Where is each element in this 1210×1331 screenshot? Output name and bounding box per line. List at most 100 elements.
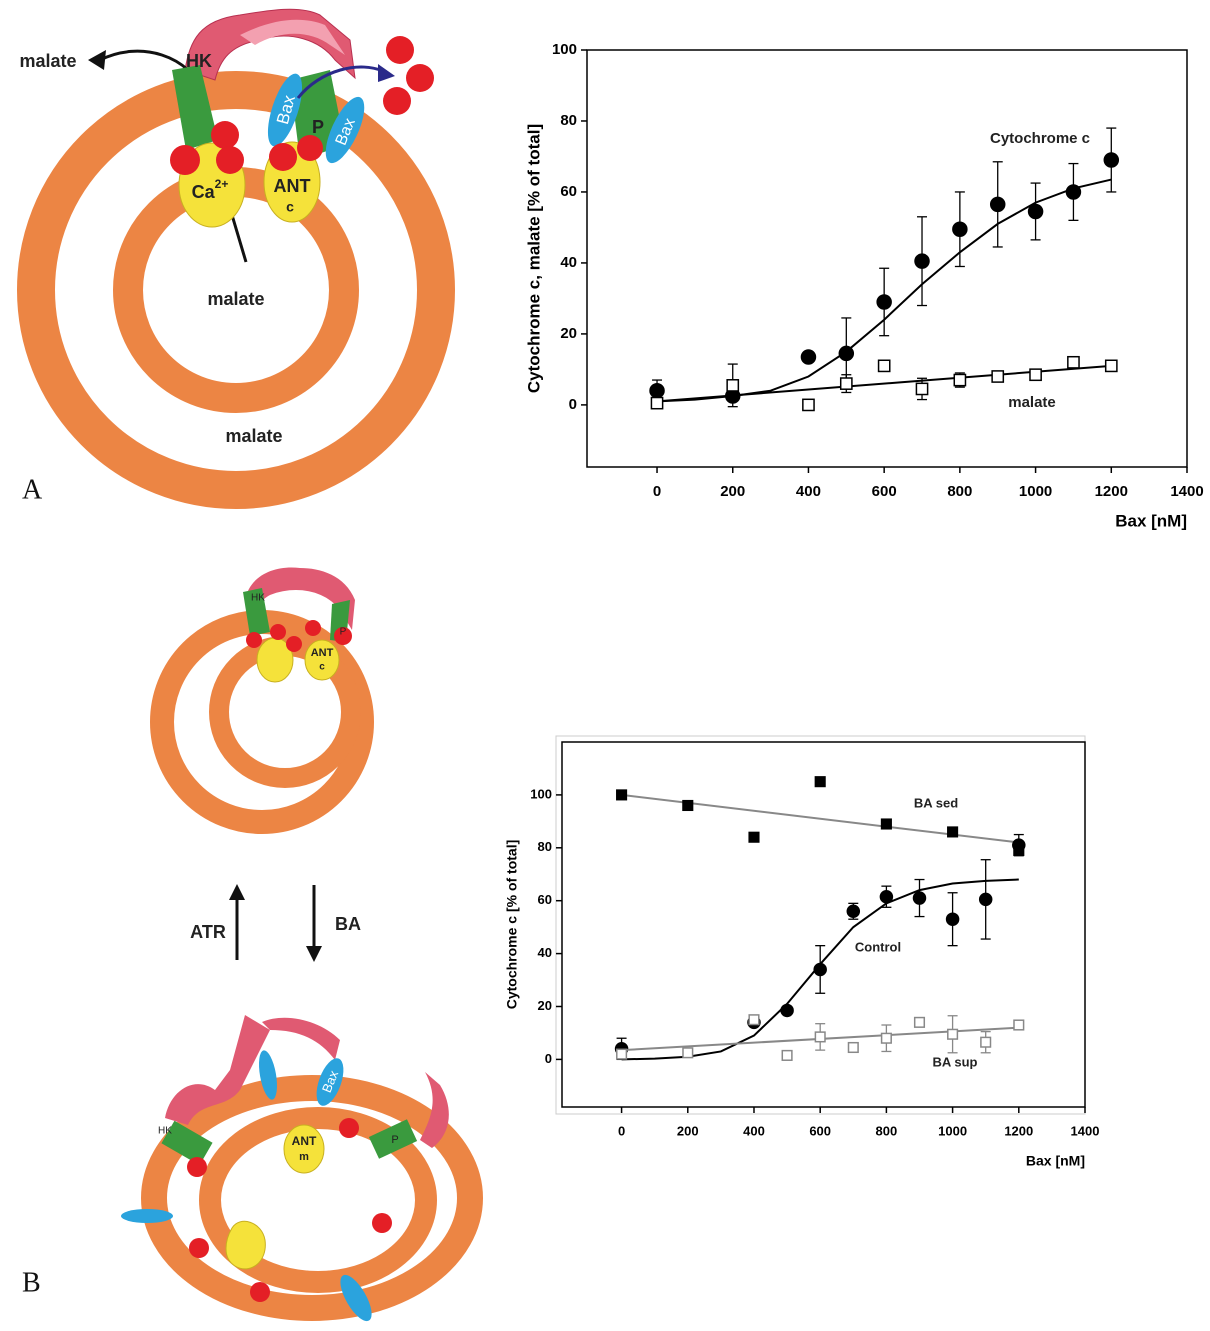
series-label: BA sup xyxy=(932,1054,977,1069)
point xyxy=(814,776,826,788)
pathway xyxy=(230,214,248,263)
label: HK xyxy=(186,51,212,71)
y-tick-label: 20 xyxy=(538,998,552,1013)
point xyxy=(953,373,967,387)
point xyxy=(880,1032,892,1044)
fit-line xyxy=(621,793,1019,844)
point xyxy=(980,1036,992,1048)
point xyxy=(879,889,894,904)
y-tick-label: 60 xyxy=(560,183,577,200)
series-label: Cytochrome c xyxy=(990,130,1090,147)
arrowhead xyxy=(306,946,322,962)
arrowhead xyxy=(88,50,106,70)
point xyxy=(1027,203,1044,220)
point xyxy=(682,1047,694,1059)
y-axis-title: Cytochrome c [% of total] xyxy=(504,840,520,1010)
x-axis-title: Bax [nM] xyxy=(1115,511,1187,530)
x-tick-label: 1000 xyxy=(938,1123,967,1138)
y-tick-label: 100 xyxy=(552,41,577,58)
label: P xyxy=(340,627,347,638)
y-tick-label: 0 xyxy=(569,396,577,413)
point xyxy=(947,1028,959,1040)
x-tick-label: 800 xyxy=(876,1123,898,1138)
point xyxy=(800,349,817,365)
y-tick-label: 40 xyxy=(538,945,552,960)
hexokinase-highlight xyxy=(240,19,345,55)
series-label: Control xyxy=(855,939,901,954)
cytochrome-c xyxy=(246,620,352,652)
point xyxy=(945,912,960,926)
y-tick-label: 100 xyxy=(530,786,552,801)
x-axis-title: Bax [nM] xyxy=(1026,1153,1085,1169)
point xyxy=(1029,368,1042,382)
y-tick-label: 0 xyxy=(545,1051,552,1066)
x-tick-label: 200 xyxy=(677,1123,699,1138)
point xyxy=(748,831,760,843)
point xyxy=(846,904,861,919)
label: HK xyxy=(251,593,265,604)
x-tick-label: 600 xyxy=(809,1123,831,1138)
point xyxy=(978,892,993,907)
ant xyxy=(304,639,340,681)
hexokinase xyxy=(245,567,355,630)
label: ANT xyxy=(292,1134,317,1148)
point xyxy=(814,1031,826,1043)
point xyxy=(1103,152,1120,168)
x-tick-label: 800 xyxy=(947,483,972,500)
bax xyxy=(325,96,365,164)
ant xyxy=(283,1124,325,1174)
x-tick-label: 200 xyxy=(720,483,745,500)
label: c xyxy=(319,662,325,673)
y-tick-label: 80 xyxy=(538,839,552,854)
label: Ca xyxy=(192,182,216,202)
vdac xyxy=(161,1120,213,1166)
label: m xyxy=(299,1151,309,1163)
x-tick-label: 400 xyxy=(743,1123,765,1138)
label: ANT xyxy=(311,647,334,659)
vdac xyxy=(243,588,270,636)
point xyxy=(913,1016,926,1028)
point xyxy=(781,1049,793,1061)
y-tick-label: 60 xyxy=(538,892,552,907)
point xyxy=(802,398,815,412)
diagram-a: malate HK Bax Bax P Ca2+ ANT c malate ma… xyxy=(17,8,455,509)
point xyxy=(650,396,664,410)
arrow xyxy=(296,65,386,99)
x-tick-label: 1200 xyxy=(1095,483,1128,500)
point xyxy=(1067,355,1080,369)
label: malate xyxy=(225,426,282,446)
x-tick-label: 1200 xyxy=(1004,1123,1033,1138)
hexokinase xyxy=(262,1017,340,1060)
point xyxy=(912,891,927,905)
hexokinase xyxy=(420,1072,449,1148)
cytochrome-c xyxy=(187,1118,392,1302)
point xyxy=(1104,359,1118,373)
y-tick-label: 20 xyxy=(560,325,577,342)
y-tick-label: 80 xyxy=(560,112,577,129)
point xyxy=(780,1003,794,1018)
chart-frame xyxy=(555,735,1086,1115)
label: ANT xyxy=(274,176,311,196)
label: malate xyxy=(19,51,76,71)
y-axis-title: Cytochrome c, malate [% of total] xyxy=(524,124,543,393)
x-tick-label: 600 xyxy=(872,483,897,500)
outer-membrane xyxy=(141,1075,483,1321)
series-label: malate xyxy=(1008,394,1056,411)
x-tick-label: 1400 xyxy=(1071,1123,1100,1138)
point xyxy=(649,382,665,399)
point xyxy=(914,253,930,269)
x-tick-label: 400 xyxy=(796,483,821,500)
x-tick-label: 1400 xyxy=(1170,483,1203,500)
bax xyxy=(267,73,303,147)
label: P xyxy=(391,1134,398,1146)
point xyxy=(915,382,929,396)
point xyxy=(947,826,959,838)
point xyxy=(1012,838,1026,852)
point xyxy=(839,377,853,390)
y-tick-label: 40 xyxy=(560,254,577,271)
point xyxy=(847,1041,859,1054)
label: Ca2+ xyxy=(192,177,229,202)
point xyxy=(1065,184,1082,200)
label: ATR xyxy=(190,922,226,942)
label: HK xyxy=(158,1126,172,1137)
